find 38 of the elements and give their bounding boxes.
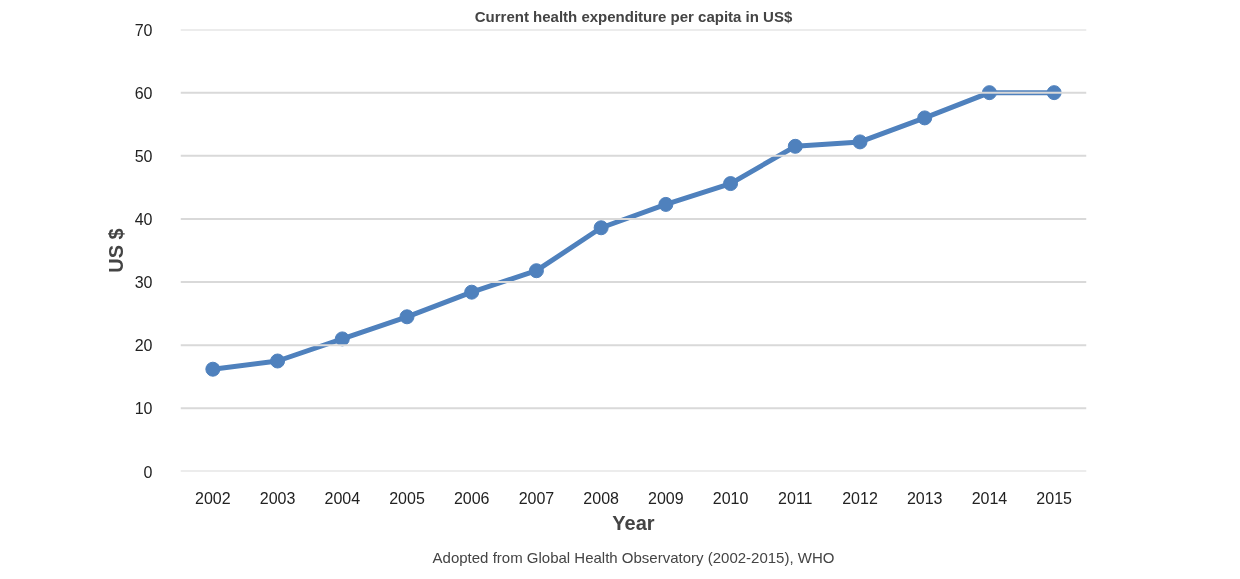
x-tick-label: 2011 <box>778 489 813 507</box>
x-tick-label: 2003 <box>259 489 296 507</box>
point <box>399 309 415 325</box>
y-tick-label: 70 <box>134 21 153 39</box>
y-tick-label: 50 <box>134 147 153 165</box>
x-tick-label: 2006 <box>453 489 490 507</box>
point <box>852 134 868 150</box>
y-tick-label: 10 <box>134 400 153 418</box>
x-tick-label: 2005 <box>389 489 425 507</box>
point <box>205 361 221 377</box>
point <box>270 353 286 369</box>
point <box>658 196 674 212</box>
x-tick-label: 2015 <box>1036 489 1073 507</box>
text: Adopted from Global Health Observatory (2002-2015), WHO <box>432 548 835 566</box>
point <box>917 110 933 126</box>
point <box>593 220 609 236</box>
x-tick-label: 2002 <box>195 489 231 507</box>
x-tick-label: 2013 <box>906 489 943 507</box>
point <box>464 284 480 300</box>
point <box>723 176 739 192</box>
point <box>787 138 803 154</box>
x-tick-label: 2014 <box>971 489 1008 507</box>
x-tick-label: 2012 <box>842 489 878 507</box>
y-tick-label: 0 <box>143 463 153 481</box>
y-axis-title: US $ <box>104 228 127 273</box>
x-axis-title: Year <box>612 511 655 534</box>
y-tick-label: 40 <box>134 210 153 228</box>
x-tick-label: 2004 <box>324 489 361 507</box>
y-tick-label: 20 <box>134 337 153 355</box>
x-tick-label: 2010 <box>712 489 749 507</box>
x-tick-label: 2009 <box>648 489 684 507</box>
chart-title: Current health expenditure per capita in US$ <box>474 7 793 25</box>
y-tick-label: 60 <box>134 84 153 102</box>
x-tick-label: 2008 <box>583 489 620 507</box>
point <box>528 263 544 279</box>
y-tick-label: 30 <box>134 274 153 292</box>
point <box>334 331 350 347</box>
x-tick-label: 2007 <box>518 489 555 507</box>
